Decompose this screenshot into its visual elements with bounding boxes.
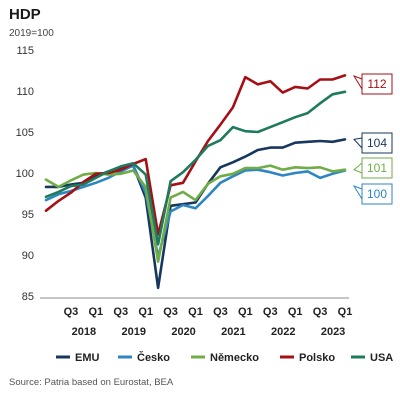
end-label-text: 101 bbox=[367, 161, 387, 175]
x-tick-label: Q1 bbox=[138, 306, 153, 318]
y-tick-label: 100 bbox=[16, 168, 34, 180]
x-tick-label: Q1 bbox=[188, 306, 203, 318]
y-tick-label: 85 bbox=[22, 291, 34, 303]
end-label-text: 112 bbox=[367, 77, 386, 91]
x-tick-label: Q3 bbox=[163, 306, 178, 318]
end-label-pointer bbox=[352, 75, 363, 90]
x-tick-label: Q3 bbox=[113, 306, 128, 318]
x-tick-label: Q1 bbox=[238, 306, 253, 318]
x-tick-label: Q3 bbox=[213, 306, 228, 318]
end-label-box bbox=[361, 157, 393, 179]
end-label-pointer bbox=[353, 162, 363, 174]
chart-title: HDP bbox=[9, 6, 41, 23]
y-tick-label: 115 bbox=[16, 45, 34, 57]
x-year-label: 2018 bbox=[72, 326, 96, 338]
series-line-polsko bbox=[44, 74, 347, 236]
legend-item: Polsko bbox=[299, 352, 335, 364]
x-tick-label: Q1 bbox=[88, 306, 103, 318]
legend-item: Česko bbox=[137, 351, 170, 364]
x-year-label: 2019 bbox=[122, 326, 146, 338]
end-label-pointer bbox=[353, 137, 363, 149]
x-tick-label: Q3 bbox=[263, 306, 278, 318]
x-year-label: 2022 bbox=[271, 326, 295, 338]
end-label-text: 104 bbox=[367, 136, 387, 150]
end-label-text: 100 bbox=[367, 187, 387, 201]
legend-item: Německo bbox=[210, 352, 259, 364]
y-tick-label: 110 bbox=[16, 86, 34, 98]
x-year-label: 2021 bbox=[221, 326, 245, 338]
y-tick-label: 90 bbox=[22, 250, 34, 262]
x-year-label: 2023 bbox=[321, 326, 345, 338]
legend-item: USA bbox=[370, 352, 393, 364]
y-tick-label: 95 bbox=[22, 209, 34, 221]
end-label-pointer bbox=[352, 185, 363, 200]
series-line-česko bbox=[44, 164, 347, 258]
chart-subtitle: 2019=100 bbox=[9, 28, 54, 39]
x-tick-label: Q1 bbox=[338, 306, 353, 318]
x-year-label: 2020 bbox=[171, 326, 195, 338]
end-label-box bbox=[361, 73, 393, 95]
x-tick-label: Q1 bbox=[288, 306, 303, 318]
y-tick-label: 105 bbox=[16, 127, 34, 139]
legend-item: EMU bbox=[75, 352, 100, 364]
source-note: Source: Patria based on Eurostat, BEA bbox=[9, 377, 174, 388]
series-line-usa bbox=[44, 90, 347, 246]
end-label-box bbox=[361, 132, 393, 154]
x-tick-label: Q3 bbox=[313, 306, 328, 318]
x-tick-label: Q3 bbox=[64, 306, 79, 318]
end-label-box bbox=[361, 183, 393, 205]
series-line-emu bbox=[44, 138, 347, 290]
